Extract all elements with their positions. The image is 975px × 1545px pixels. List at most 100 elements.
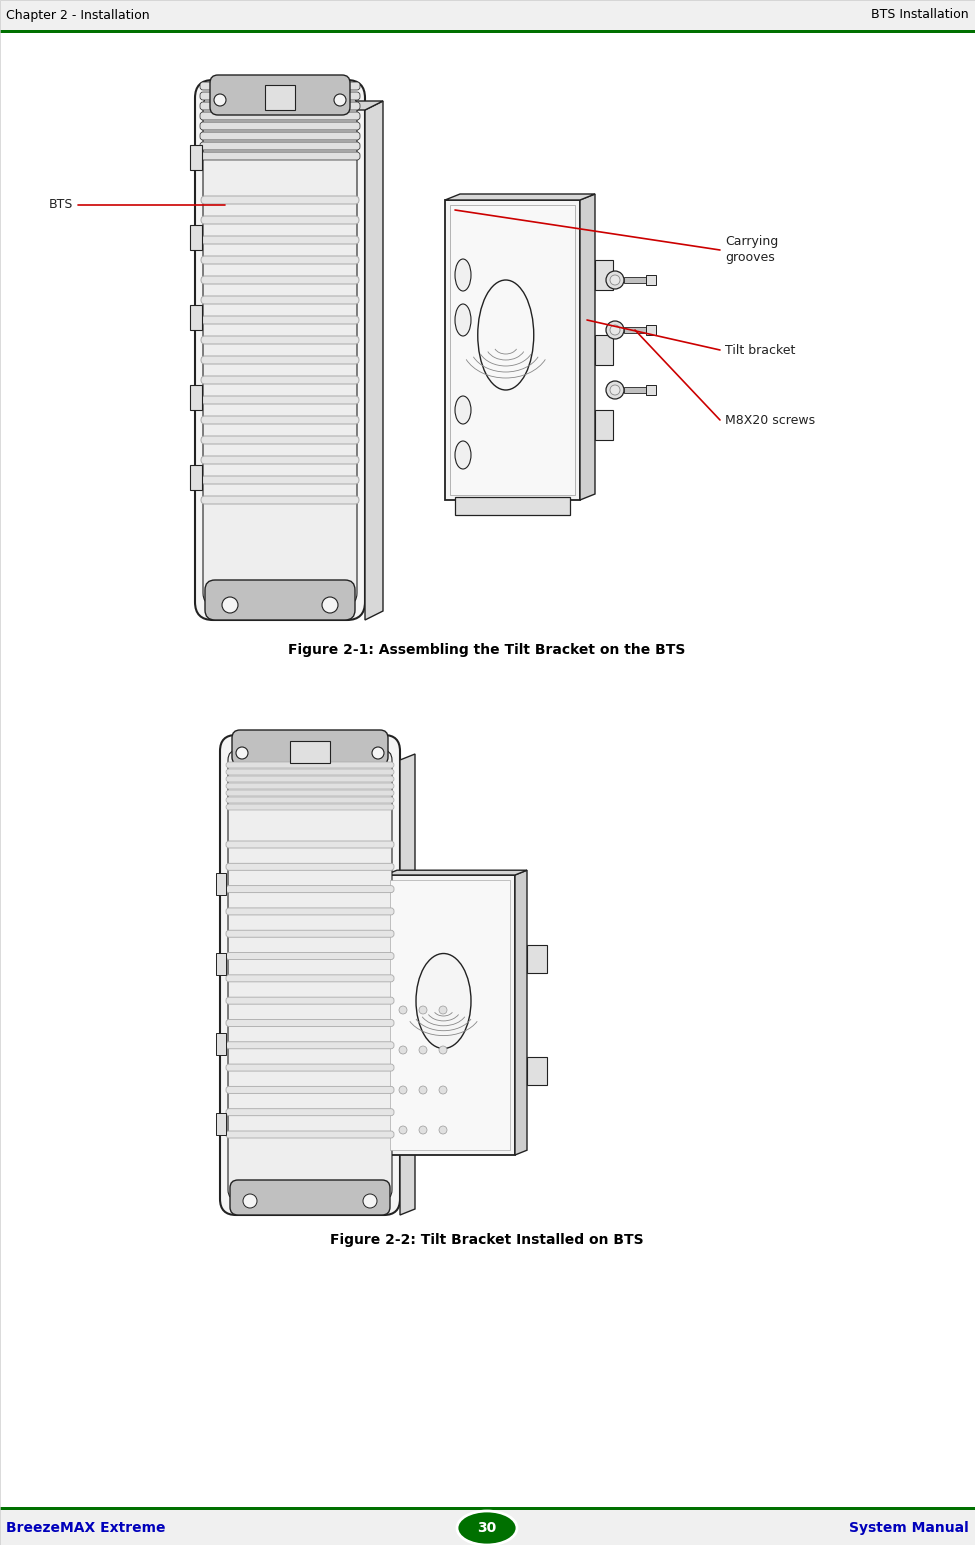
FancyBboxPatch shape (226, 789, 394, 796)
FancyBboxPatch shape (201, 396, 359, 403)
FancyBboxPatch shape (226, 1020, 394, 1026)
FancyBboxPatch shape (226, 864, 394, 870)
Bar (646, 385, 656, 396)
FancyBboxPatch shape (201, 335, 359, 345)
FancyBboxPatch shape (226, 1086, 394, 1094)
Bar (390, 881, 510, 1149)
Bar (190, 304, 202, 331)
FancyBboxPatch shape (226, 1041, 394, 1049)
Bar (0, 0, 975, 29)
FancyBboxPatch shape (226, 997, 394, 1004)
Circle shape (419, 1126, 427, 1134)
FancyBboxPatch shape (201, 277, 359, 284)
FancyBboxPatch shape (201, 256, 359, 264)
Ellipse shape (455, 396, 471, 423)
Text: Figure 2-1: Assembling the Tilt Bracket on the BTS: Figure 2-1: Assembling the Tilt Bracket … (289, 643, 685, 657)
FancyBboxPatch shape (201, 496, 359, 504)
FancyBboxPatch shape (226, 885, 394, 893)
FancyBboxPatch shape (226, 769, 394, 776)
FancyBboxPatch shape (200, 82, 360, 90)
Bar (190, 226, 202, 250)
FancyBboxPatch shape (201, 297, 359, 304)
FancyBboxPatch shape (226, 975, 394, 981)
Polygon shape (445, 195, 595, 199)
Circle shape (214, 94, 226, 107)
FancyBboxPatch shape (203, 94, 357, 606)
Text: Tilt bracket: Tilt bracket (725, 343, 796, 357)
Polygon shape (385, 870, 527, 874)
FancyBboxPatch shape (200, 151, 360, 161)
Circle shape (334, 94, 346, 107)
FancyBboxPatch shape (230, 1180, 390, 1214)
Circle shape (243, 1194, 257, 1208)
Circle shape (399, 1006, 407, 1014)
FancyBboxPatch shape (226, 797, 394, 803)
FancyBboxPatch shape (201, 476, 359, 484)
Circle shape (439, 1086, 447, 1094)
Circle shape (419, 1006, 427, 1014)
FancyBboxPatch shape (226, 840, 394, 848)
FancyBboxPatch shape (226, 776, 394, 782)
FancyBboxPatch shape (205, 579, 355, 620)
FancyBboxPatch shape (201, 216, 359, 224)
FancyBboxPatch shape (232, 729, 388, 765)
FancyBboxPatch shape (226, 783, 394, 789)
FancyBboxPatch shape (200, 111, 360, 121)
Circle shape (222, 596, 238, 613)
Bar (0, 1509, 975, 1545)
Bar (527, 946, 547, 973)
Bar (646, 275, 656, 284)
FancyBboxPatch shape (210, 76, 350, 114)
Circle shape (399, 1126, 407, 1134)
Bar (624, 386, 646, 392)
Text: 30: 30 (478, 1520, 496, 1536)
FancyBboxPatch shape (220, 735, 400, 1214)
Polygon shape (515, 870, 527, 1156)
Circle shape (610, 385, 620, 396)
Bar (0, 29, 975, 32)
Ellipse shape (478, 280, 533, 389)
Bar (595, 260, 613, 290)
FancyBboxPatch shape (226, 908, 394, 915)
FancyBboxPatch shape (200, 131, 360, 141)
FancyBboxPatch shape (226, 1109, 394, 1115)
Bar (595, 335, 613, 365)
Circle shape (606, 321, 624, 338)
FancyBboxPatch shape (201, 317, 359, 324)
Bar (190, 465, 202, 490)
Circle shape (610, 275, 620, 284)
Ellipse shape (455, 440, 471, 470)
FancyBboxPatch shape (200, 122, 360, 130)
Bar (595, 409, 613, 440)
Text: M8X20 screws: M8X20 screws (725, 414, 815, 426)
FancyBboxPatch shape (226, 762, 394, 768)
Text: Chapter 2 - Installation: Chapter 2 - Installation (6, 9, 149, 22)
Bar (216, 953, 226, 975)
Text: System Manual: System Manual (849, 1520, 969, 1536)
Text: BTS: BTS (49, 198, 73, 212)
Text: Carrying
grooves: Carrying grooves (725, 235, 778, 264)
Text: BreezeMAX Extreme: BreezeMAX Extreme (6, 1520, 166, 1536)
Polygon shape (400, 754, 415, 1214)
FancyBboxPatch shape (200, 93, 360, 100)
Bar (527, 1057, 547, 1085)
Bar (216, 1034, 226, 1055)
Circle shape (610, 324, 620, 335)
FancyBboxPatch shape (201, 375, 359, 385)
Circle shape (439, 1046, 447, 1054)
FancyBboxPatch shape (201, 236, 359, 244)
FancyBboxPatch shape (201, 456, 359, 464)
Ellipse shape (416, 953, 471, 1049)
Circle shape (363, 1194, 377, 1208)
Bar (646, 324, 656, 335)
Bar (624, 328, 646, 334)
Ellipse shape (455, 260, 471, 290)
Circle shape (606, 270, 624, 289)
Bar (624, 277, 646, 283)
Circle shape (399, 1046, 407, 1054)
Text: Figure 2-2: Tilt Bracket Installed on BTS: Figure 2-2: Tilt Bracket Installed on BT… (331, 1233, 644, 1247)
Polygon shape (210, 100, 383, 110)
Circle shape (419, 1046, 427, 1054)
Bar (455, 497, 570, 514)
FancyBboxPatch shape (200, 142, 360, 150)
